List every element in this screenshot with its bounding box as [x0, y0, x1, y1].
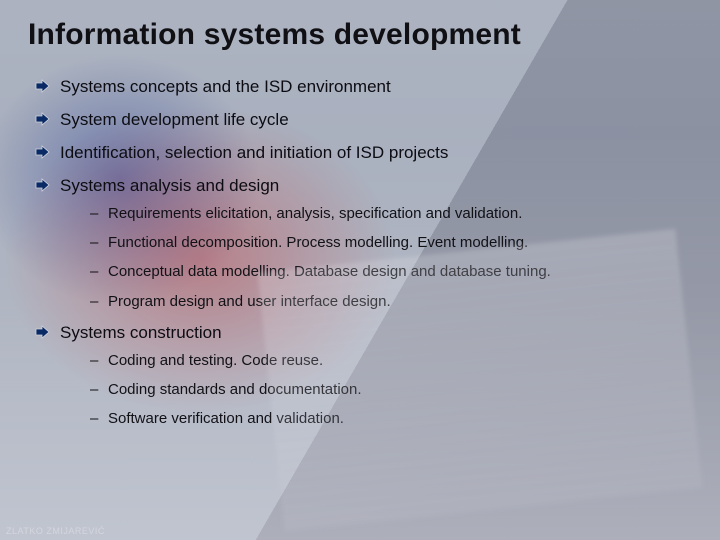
- sub-bullet-text: Coding and testing. Code reuse.: [108, 352, 323, 369]
- sub-bullet-text: Coding standards and documentation.: [108, 381, 362, 398]
- arrow-icon: [34, 111, 50, 127]
- slide-title: Information systems development: [28, 18, 692, 52]
- bullet-item: Systems analysis and design Requirements …: [34, 175, 692, 312]
- sub-bullet-item: Program design and user interface design…: [90, 292, 692, 312]
- arrow-icon: [34, 78, 50, 94]
- bullet-item: Identification, selection and initiation…: [34, 142, 692, 165]
- sub-list: Requirements elicitation, analysis, spec…: [60, 204, 692, 312]
- sub-bullet-text: Software verification and validation.: [108, 410, 344, 427]
- sub-bullet-text: Conceptual data modelling. Database desi…: [108, 263, 551, 280]
- bullet-item: System development life cycle: [34, 109, 692, 132]
- sub-bullet-text: Requirements elicitation, analysis, spec…: [108, 205, 522, 222]
- bullet-text: Systems construction: [60, 323, 222, 342]
- footer-author: ZLATKO ZMIJAREVIĆ: [6, 526, 105, 536]
- bullet-text: Systems analysis and design: [60, 176, 279, 195]
- sub-bullet-text: Functional decomposition. Process modell…: [108, 234, 528, 251]
- bullet-text: System development life cycle: [60, 110, 289, 129]
- sub-bullet-item: Coding standards and documentation.: [90, 380, 692, 400]
- bullet-text: Systems concepts and the ISD environment: [60, 77, 391, 96]
- sub-bullet-item: Functional decomposition. Process modell…: [90, 233, 692, 253]
- bullet-item: Systems concepts and the ISD environment: [34, 76, 692, 99]
- sub-bullet-item: Software verification and validation.: [90, 409, 692, 429]
- sub-bullet-item: Requirements elicitation, analysis, spec…: [90, 204, 692, 224]
- sub-bullet-item: Coding and testing. Code reuse.: [90, 351, 692, 371]
- slide: Information systems development Systems …: [0, 0, 720, 540]
- arrow-icon: [34, 324, 50, 340]
- sub-bullet-text: Program design and user interface design…: [108, 293, 391, 310]
- bullet-list: Systems concepts and the ISD environment…: [28, 76, 692, 429]
- sub-bullet-item: Conceptual data modelling. Database desi…: [90, 262, 692, 282]
- sub-list: Coding and testing. Code reuse. Coding st…: [60, 351, 692, 430]
- arrow-icon: [34, 177, 50, 193]
- arrow-icon: [34, 144, 50, 160]
- bullet-text: Identification, selection and initiation…: [60, 143, 448, 162]
- bullet-item: Systems construction Coding and testing. …: [34, 322, 692, 430]
